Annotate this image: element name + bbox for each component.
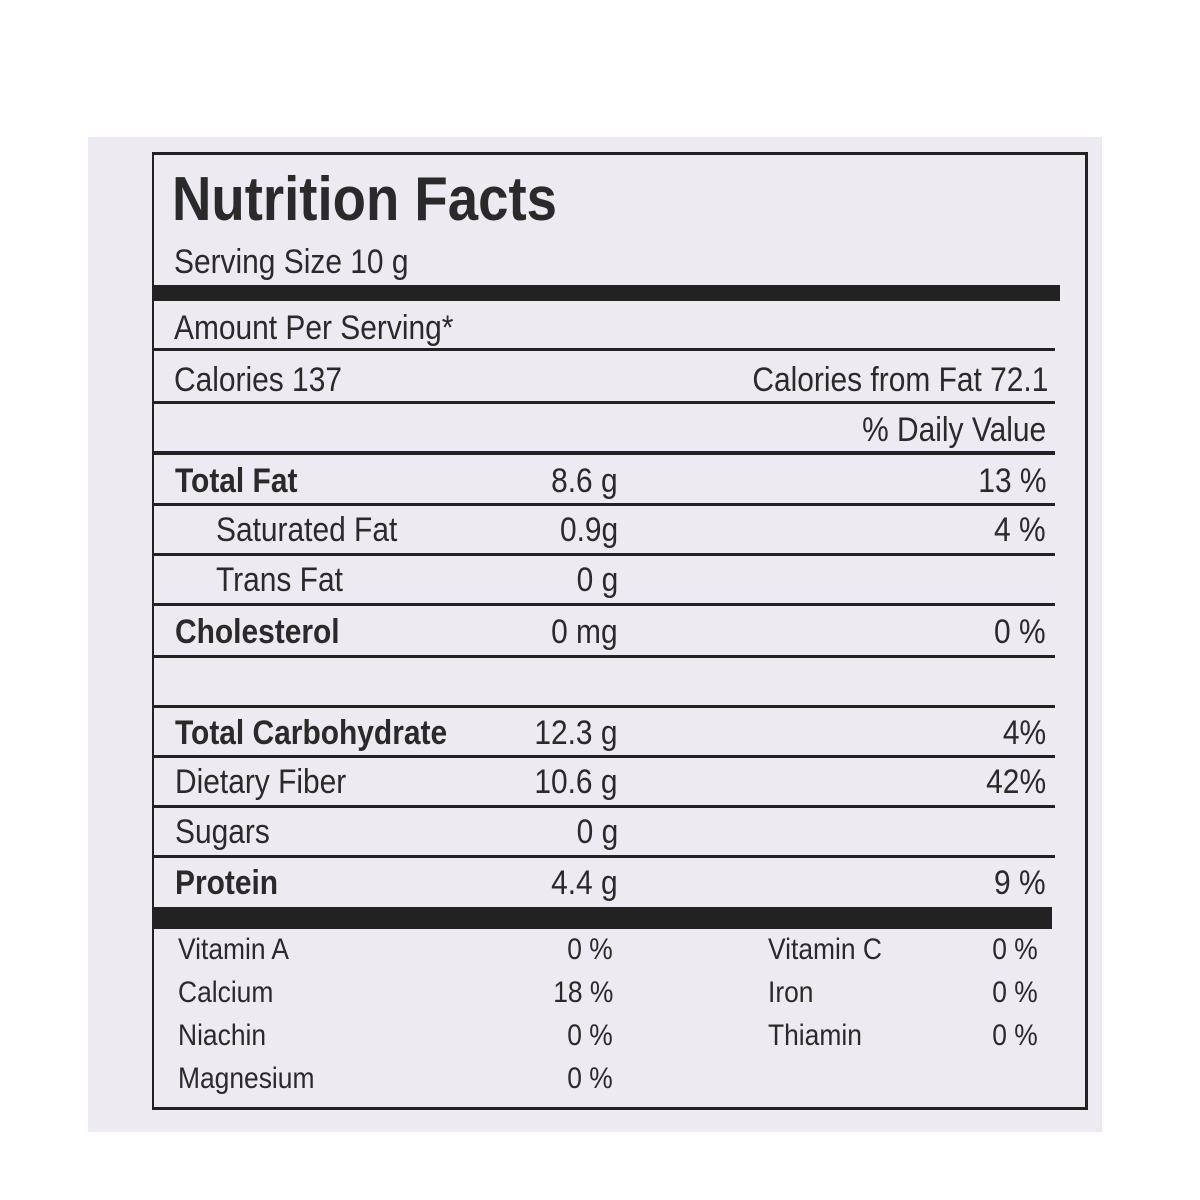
- nutrient-daily-value: 9 %: [994, 864, 1046, 902]
- nutrient-name: Total Carbohydrate: [175, 714, 448, 752]
- vitamin-name: Iron: [768, 976, 814, 1009]
- nutrient-name: Sugars: [175, 813, 270, 851]
- nutrient-name: Cholesterol: [175, 613, 340, 651]
- vitamin-value: 0 %: [992, 976, 1038, 1009]
- rule: [152, 503, 1055, 506]
- nutrient-amount: 0 g: [576, 561, 618, 599]
- nutrient-amount: 8.6 g: [551, 462, 618, 500]
- vitamin-name: Magnesium: [178, 1062, 315, 1095]
- vitamin-name: Niachin: [178, 1019, 267, 1052]
- rule: [152, 655, 1055, 658]
- rule: [152, 755, 1055, 758]
- nutrient-daily-value: 42%: [986, 763, 1046, 801]
- rule: [152, 805, 1055, 808]
- nutrient-amount: 12.3 g: [534, 714, 618, 752]
- vitamin-name: Vitamin C: [768, 933, 882, 966]
- nutrient-amount: 0 g: [576, 813, 618, 851]
- serving-size: Serving Size 10 g: [174, 243, 409, 281]
- rule: [152, 285, 1060, 301]
- nutrient-name: Dietary Fiber: [175, 763, 347, 801]
- nutrient-amount: 10.6 g: [534, 763, 618, 801]
- nutrient-daily-value: 4 %: [994, 511, 1046, 549]
- rule: [152, 451, 1055, 455]
- vitamin-value: 0 %: [992, 1019, 1038, 1052]
- vitamin-name: Calcium: [178, 976, 274, 1009]
- rule: [152, 401, 1055, 404]
- rule: [152, 705, 1055, 708]
- rule: [152, 603, 1055, 606]
- label-border: [152, 152, 1088, 1110]
- nutrient-amount: 4.4 g: [551, 864, 618, 902]
- vitamin-value: 18 %: [552, 976, 613, 1009]
- rule: [152, 907, 1052, 929]
- calories: Calories 137: [174, 361, 342, 399]
- nutrient-amount: 0.9g: [559, 511, 618, 549]
- rule: [152, 553, 1055, 556]
- nutrient-daily-value: 4%: [1002, 714, 1046, 752]
- nutrient-amount: 0 mg: [551, 613, 618, 651]
- vitamin-value: 0 %: [992, 933, 1038, 966]
- nutrient-name: Protein: [175, 864, 279, 902]
- vitamin-value: 0 %: [567, 933, 613, 966]
- title: Nutrition Facts: [172, 165, 557, 234]
- vitamin-value: 0 %: [567, 1019, 613, 1052]
- nutrient-daily-value: 0 %: [994, 613, 1046, 651]
- nutrient-name: Total Fat: [175, 462, 298, 500]
- nutrient-name: Saturated Fat: [216, 511, 398, 549]
- amount-per-serving: Amount Per Serving*: [174, 309, 454, 347]
- vitamin-name: Thiamin: [768, 1019, 862, 1052]
- rule: [152, 348, 1055, 351]
- vitamin-name: Vitamin A: [178, 933, 290, 966]
- vitamin-value: 0 %: [567, 1062, 613, 1095]
- nutrient-daily-value: 13 %: [977, 462, 1046, 500]
- rule: [152, 855, 1055, 858]
- label-background: [88, 137, 1102, 1132]
- nutrient-name: Trans Fat: [216, 561, 343, 599]
- calories-from-fat: Calories from Fat 72.1: [752, 361, 1048, 399]
- daily-value-header: % Daily Value: [861, 411, 1046, 449]
